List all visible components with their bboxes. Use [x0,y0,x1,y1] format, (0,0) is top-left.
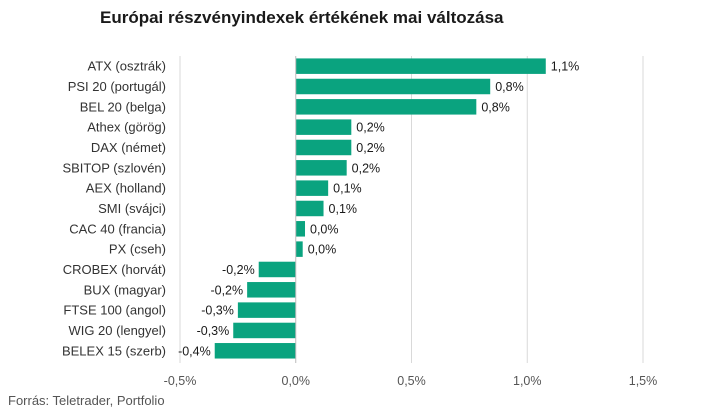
data-label: -0,4% [178,344,211,358]
data-label: 0,1% [329,202,358,216]
x-tick-label: -0,5% [164,374,197,388]
category-label: CAC 40 (francia) [69,221,166,236]
bar [295,78,491,95]
bar-layer [214,58,546,359]
source-note: Forrás: Teletrader, Portfolio [8,393,165,408]
category-label: DAX (német) [91,140,166,155]
category-label: AEX (holland) [86,181,166,196]
data-label: -0,2% [210,283,243,297]
bar [214,343,296,359]
data-label: 0,2% [356,121,385,135]
bar [295,241,303,257]
bar [295,58,546,74]
data-label: 0,8% [481,100,510,114]
x-tick-label: 1,5% [629,374,658,388]
data-label: 0,2% [356,141,385,155]
data-label: 0,1% [333,182,362,196]
x-tick-label: 0,0% [282,374,311,388]
data-label: 0,2% [352,161,381,175]
category-label: BEL 20 (belga) [80,99,166,114]
label-layer: -0,5% 0,0% 0,5% 1,0% 1,5% ATX (osztrák) 1,1% PS… [62,56,657,388]
bar [247,282,296,298]
category-label: PX (cseh) [109,242,166,257]
data-label: 0,0% [308,243,337,257]
bar [295,221,306,237]
bar [258,261,296,278]
data-label: 0,8% [495,80,523,94]
data-label: -0,3% [201,304,234,318]
grid-layer [179,56,644,363]
category-label: BELEX 15 (szerb) [62,343,166,358]
chart-title: Európai részvényindexek értékének mai vá… [100,8,504,27]
category-label: Athex (görög) [87,120,166,135]
bar [295,99,477,115]
data-label: -0,3% [197,324,230,338]
category-label: BUX (magyar) [84,282,166,297]
category-label: PSI 20 (portugál) [68,79,166,94]
category-label: SMI (svájci) [98,201,166,216]
data-label: 1,1% [551,60,580,74]
data-label: 0,0% [310,222,339,236]
x-tick-label: 0,5% [397,374,426,388]
category-label: FTSE 100 (angol) [63,303,166,318]
bar [295,180,329,196]
category-label: WIG 20 (lengyel) [68,323,166,338]
category-label: CROBEX (horvát) [63,262,166,277]
bar [295,139,352,156]
category-label: ATX (osztrák) [88,59,167,74]
bar [295,119,352,135]
bar [295,200,324,217]
bar [233,322,296,339]
data-label: -0,2% [222,263,255,277]
x-tick-label: 1,0% [513,374,542,388]
bar [237,302,296,318]
category-label: SBITOP (szlovén) [62,160,166,175]
bar [295,160,347,176]
